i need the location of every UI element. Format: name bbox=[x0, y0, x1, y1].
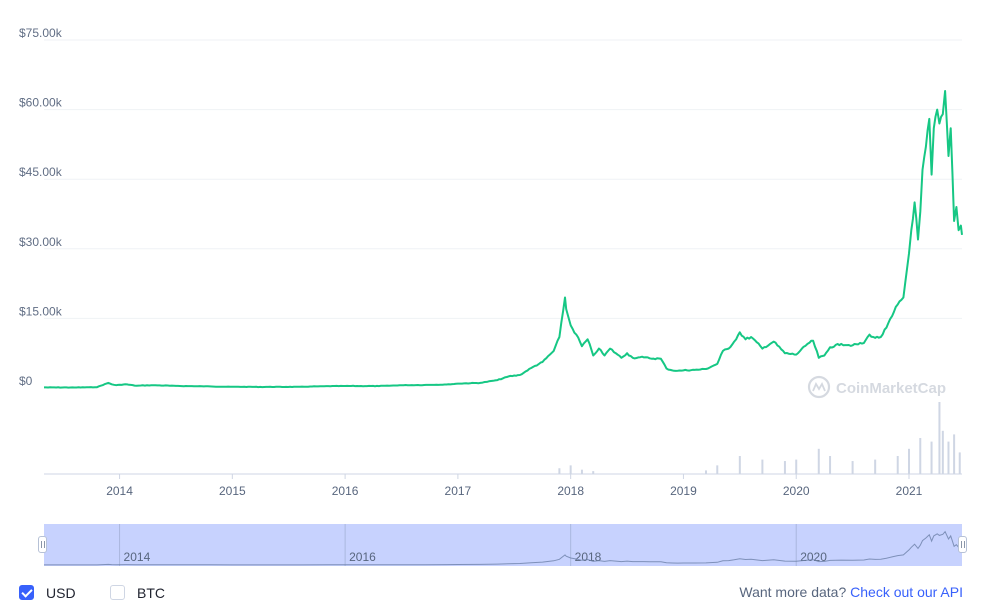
x-tick-label: 2019 bbox=[670, 484, 697, 498]
chart-footer: USD BTC Want more data? Check out our AP… bbox=[0, 580, 990, 608]
usd-checkbox[interactable] bbox=[19, 585, 34, 600]
chart-gridlines bbox=[44, 39, 962, 319]
volume-bar bbox=[558, 468, 561, 474]
y-tick-label: $15.00k bbox=[19, 304, 63, 318]
volume-bar bbox=[704, 470, 707, 474]
volume-bar bbox=[938, 402, 941, 474]
volume-bar bbox=[851, 461, 854, 474]
api-promo-text: Want more data? bbox=[739, 584, 847, 600]
api-link[interactable]: Check out our API bbox=[850, 584, 963, 600]
y-tick-label: $0 bbox=[19, 374, 33, 388]
volume-bar bbox=[941, 430, 944, 474]
x-tick-label: 2018 bbox=[557, 484, 584, 498]
volume-bars bbox=[558, 402, 961, 474]
volume-bar bbox=[761, 459, 764, 474]
x-tick-label: 2017 bbox=[445, 484, 472, 498]
navigator-tick-label: 2016 bbox=[349, 550, 376, 564]
volume-bar bbox=[738, 456, 741, 474]
x-tick-label: 2014 bbox=[106, 484, 133, 498]
volume-bar bbox=[795, 459, 798, 474]
x-tick-label: 2016 bbox=[332, 484, 359, 498]
y-tick-label: $75.00k bbox=[19, 26, 63, 40]
volume-bar bbox=[919, 438, 922, 474]
usd-label[interactable]: USD bbox=[46, 585, 76, 601]
volume-bar bbox=[958, 452, 961, 474]
navigator-right-handle[interactable] bbox=[958, 536, 967, 553]
watermark-text: CoinMarketCap bbox=[836, 380, 946, 397]
api-promo: Want more data? Check out our API bbox=[739, 584, 963, 600]
coinmarketcap-logo-icon bbox=[807, 375, 831, 399]
x-tick-label: 2020 bbox=[783, 484, 810, 498]
x-tick-label: 2015 bbox=[219, 484, 246, 498]
btc-checkbox[interactable] bbox=[110, 585, 125, 600]
volume-bar bbox=[829, 456, 832, 474]
price-chart[interactable]: $0 $15.00k $30.00k $45.00k $60.00k $75.00k 20… bbox=[0, 0, 990, 580]
y-tick-label: $30.00k bbox=[19, 235, 63, 249]
navigator-tick-label: 2018 bbox=[575, 550, 602, 564]
volume-bar bbox=[953, 434, 956, 474]
volume-bar bbox=[907, 448, 910, 474]
btc-label[interactable]: BTC bbox=[137, 585, 165, 601]
navigator-left-handle[interactable] bbox=[38, 536, 47, 553]
coinmarketcap-watermark: CoinMarketCap bbox=[807, 375, 946, 399]
navigator-mini-line bbox=[44, 530, 963, 566]
volume-bar bbox=[874, 459, 877, 474]
volume-bar bbox=[896, 456, 899, 474]
y-axis-ticks: $0 $15.00k $30.00k $45.00k $60.00k $75.00k bbox=[19, 26, 63, 388]
price-line bbox=[44, 90, 963, 389]
volume-bar bbox=[716, 465, 719, 474]
volume-bar bbox=[930, 441, 933, 474]
y-tick-label: $45.00k bbox=[19, 165, 63, 179]
x-tick-label: 2021 bbox=[896, 484, 923, 498]
volume-bar bbox=[569, 465, 572, 474]
volume-bar bbox=[947, 441, 950, 474]
navigator-tick-label: 2014 bbox=[124, 550, 151, 564]
navigator[interactable]: 2014 2016 2018 2020 bbox=[44, 524, 963, 566]
y-tick-label: $60.00k bbox=[19, 96, 63, 110]
volume-bar bbox=[817, 448, 820, 474]
volume-bar bbox=[783, 461, 786, 474]
x-axis-ticks: 2014 2015 2016 2017 2018 2019 2020 2021 bbox=[106, 474, 923, 498]
volume-bar bbox=[592, 471, 595, 474]
navigator-range[interactable] bbox=[44, 524, 962, 566]
volume-bar bbox=[580, 469, 583, 474]
